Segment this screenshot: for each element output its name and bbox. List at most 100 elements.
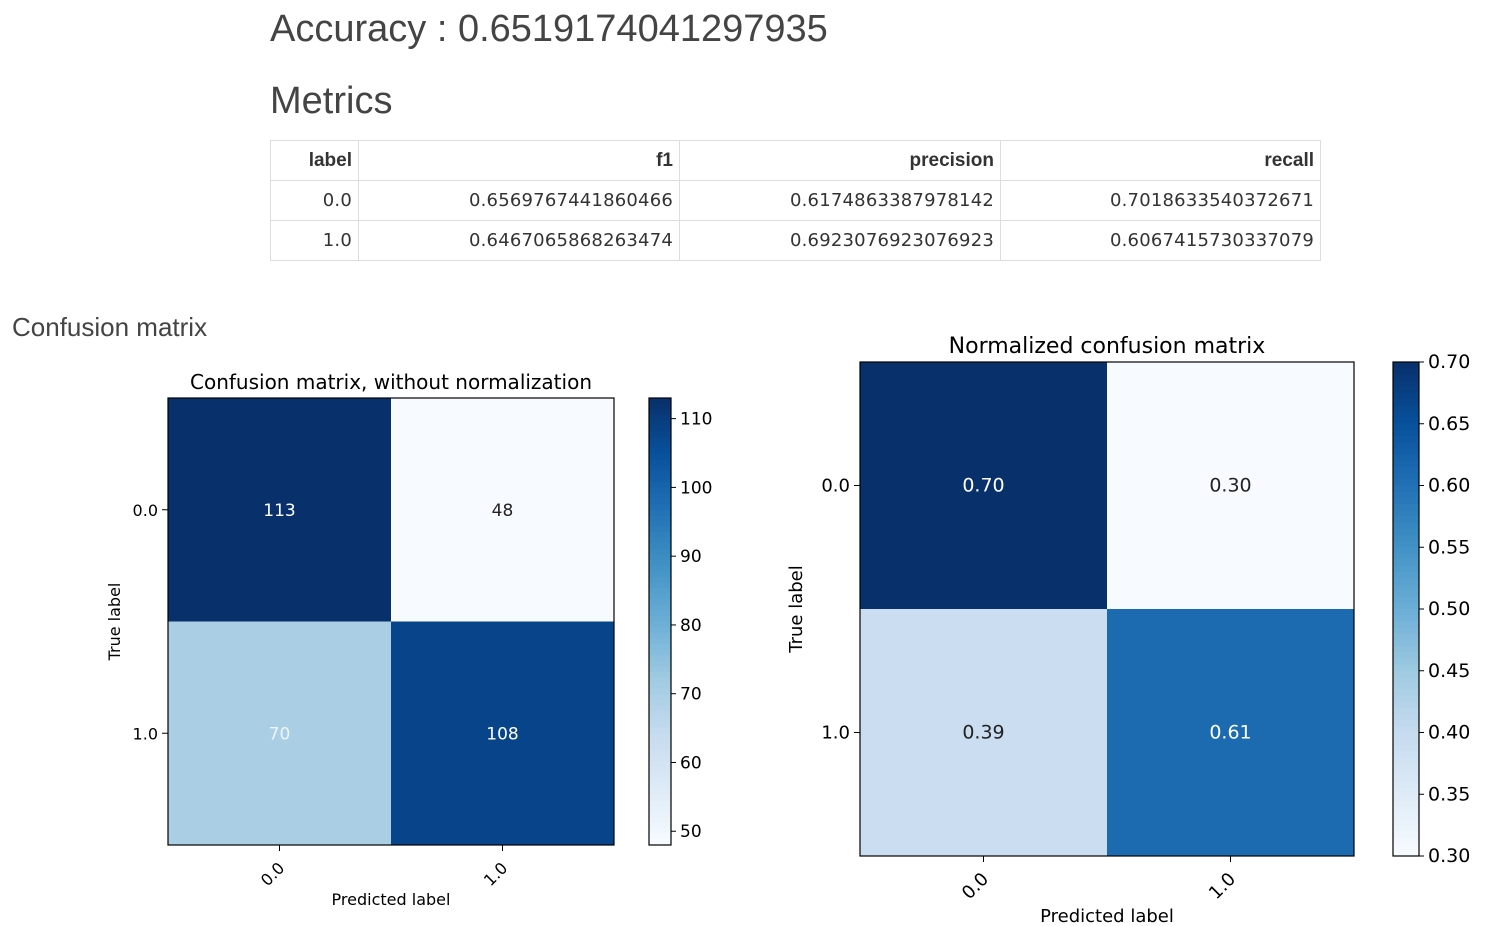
colorbar-segment (1393, 392, 1419, 400)
colorbar-segment (1393, 386, 1419, 394)
colorbar-segment (1393, 788, 1419, 795)
colorbar-tick-label: 0.60 (1428, 475, 1470, 497)
colorbar-segment (1393, 849, 1419, 857)
colorbar-segment (1393, 528, 1419, 536)
table-cell: 1.0 (270, 220, 359, 261)
colorbar-segment (1393, 429, 1419, 437)
chart-title: Confusion matrix, without normalization (190, 370, 592, 394)
colorbar-segment (1393, 541, 1419, 548)
colorbar-segment (649, 487, 671, 494)
colorbar-tick-label: 0.45 (1428, 660, 1470, 682)
colorbar-segment (649, 425, 671, 433)
colorbar-segment (649, 828, 671, 835)
y-tick-label: 0.0 (133, 501, 158, 520)
colorbar-tick-label: 100 (680, 478, 712, 498)
colorbar-segment (1393, 621, 1419, 629)
colorbar-segment (1393, 695, 1419, 703)
colorbar-tick-label: 70 (680, 685, 702, 705)
colorbar-segment (649, 610, 671, 617)
colorbar-tick-label: 0.65 (1428, 413, 1470, 435)
colorbar-tick-label: 0.50 (1428, 598, 1470, 620)
colorbar-segment (1393, 374, 1419, 382)
colorbar-segment (649, 543, 671, 550)
y-axis-label: True label (105, 583, 124, 662)
colorbar-segment (649, 398, 671, 405)
colorbar-segment (1393, 763, 1419, 771)
colorbar-segment (649, 615, 671, 623)
colorbar-segment (1393, 806, 1419, 814)
colorbar-segment (649, 699, 671, 706)
colorbar-segment (649, 694, 671, 701)
colorbar-segment (649, 783, 671, 790)
colorbar-tick-label: 0.30 (1428, 845, 1470, 867)
colorbar-segment (649, 442, 671, 449)
colorbar-segment (649, 599, 671, 606)
accuracy-text: Accuracy : 0.6519174041297935 (270, 8, 828, 50)
colorbar-segment (1393, 436, 1419, 443)
colorbar-segment (1393, 720, 1419, 727)
colorbar-segment (1393, 504, 1419, 511)
colorbar-segment (649, 649, 671, 656)
colorbar-segment (649, 604, 671, 611)
colorbar-segment (649, 509, 671, 516)
colorbar-segment (649, 811, 671, 818)
colorbar-segment (1393, 380, 1419, 388)
heatmap-cell (1107, 362, 1354, 609)
colorbar-tick-label: 50 (680, 822, 702, 842)
table-cell: 0.6174863387978142 (679, 180, 1001, 221)
colorbar-segment (1393, 423, 1419, 431)
colorbar-segment (649, 448, 671, 455)
colorbar-segment (649, 761, 671, 768)
cell-value-label: 48 (492, 501, 514, 521)
colorbar-segment (1393, 646, 1419, 653)
colorbar-segment (1393, 448, 1419, 456)
plot-frame (859, 361, 1355, 857)
colorbar-segment (1393, 559, 1419, 567)
colorbar-segment (1393, 454, 1419, 462)
colorbar-segment (1393, 578, 1419, 585)
column-header-precision: precision (679, 140, 1001, 181)
colorbar-segment (649, 733, 671, 740)
colorbar-segment (649, 738, 671, 746)
colorbar-segment (1393, 689, 1419, 697)
colorbar-segment (649, 515, 671, 522)
colorbar-segment (649, 632, 671, 639)
colorbar-segment (1393, 738, 1419, 746)
colorbar-segment (649, 537, 671, 544)
colorbar-segment (649, 498, 671, 505)
colorbar-segment (1393, 516, 1419, 524)
y-tick-label: 1.0 (133, 724, 158, 743)
table-row: 0.0 0.6569767441860466 0.617486338797814… (270, 180, 1321, 221)
column-header-f1: f1 (358, 140, 680, 181)
colorbar-segment (1393, 658, 1419, 666)
colorbar-segment (1393, 627, 1419, 635)
colorbar-segment (1393, 362, 1419, 369)
colorbar-segment (1393, 609, 1419, 616)
colorbar-segment (1393, 615, 1419, 622)
colorbar-segment (649, 716, 671, 723)
colorbar-segment (1393, 547, 1419, 555)
confusion-matrix-raw-chart: Confusion matrix, without normalization 1… (105, 370, 712, 909)
colorbar-segment (1393, 713, 1419, 721)
colorbar-segment (1393, 633, 1419, 641)
cell-value-label: 0.61 (1209, 722, 1251, 744)
colorbar-segment (1393, 510, 1419, 517)
colorbar-segment (1393, 405, 1419, 412)
colorbar-segment (649, 504, 671, 511)
colorbar-segment (649, 817, 671, 824)
colorbar-segment (1393, 442, 1419, 450)
metrics-heading: Metrics (270, 80, 393, 122)
colorbar-segment (1393, 652, 1419, 659)
colorbar-segment (649, 565, 671, 572)
table-cell: 0.6467065868263474 (358, 220, 680, 261)
cell-value-label: 0.70 (962, 475, 1004, 497)
table-cell: 0.0 (270, 180, 359, 221)
colorbar-segment (649, 772, 671, 779)
cell-value-label: 70 (269, 724, 291, 744)
colorbar-segment (1393, 732, 1419, 740)
colorbar-segment (1393, 399, 1419, 406)
colorbar-segment (1393, 479, 1419, 487)
heatmap-cell (860, 362, 1107, 609)
colorbar-segment (649, 520, 671, 528)
plot-frame (167, 397, 615, 846)
